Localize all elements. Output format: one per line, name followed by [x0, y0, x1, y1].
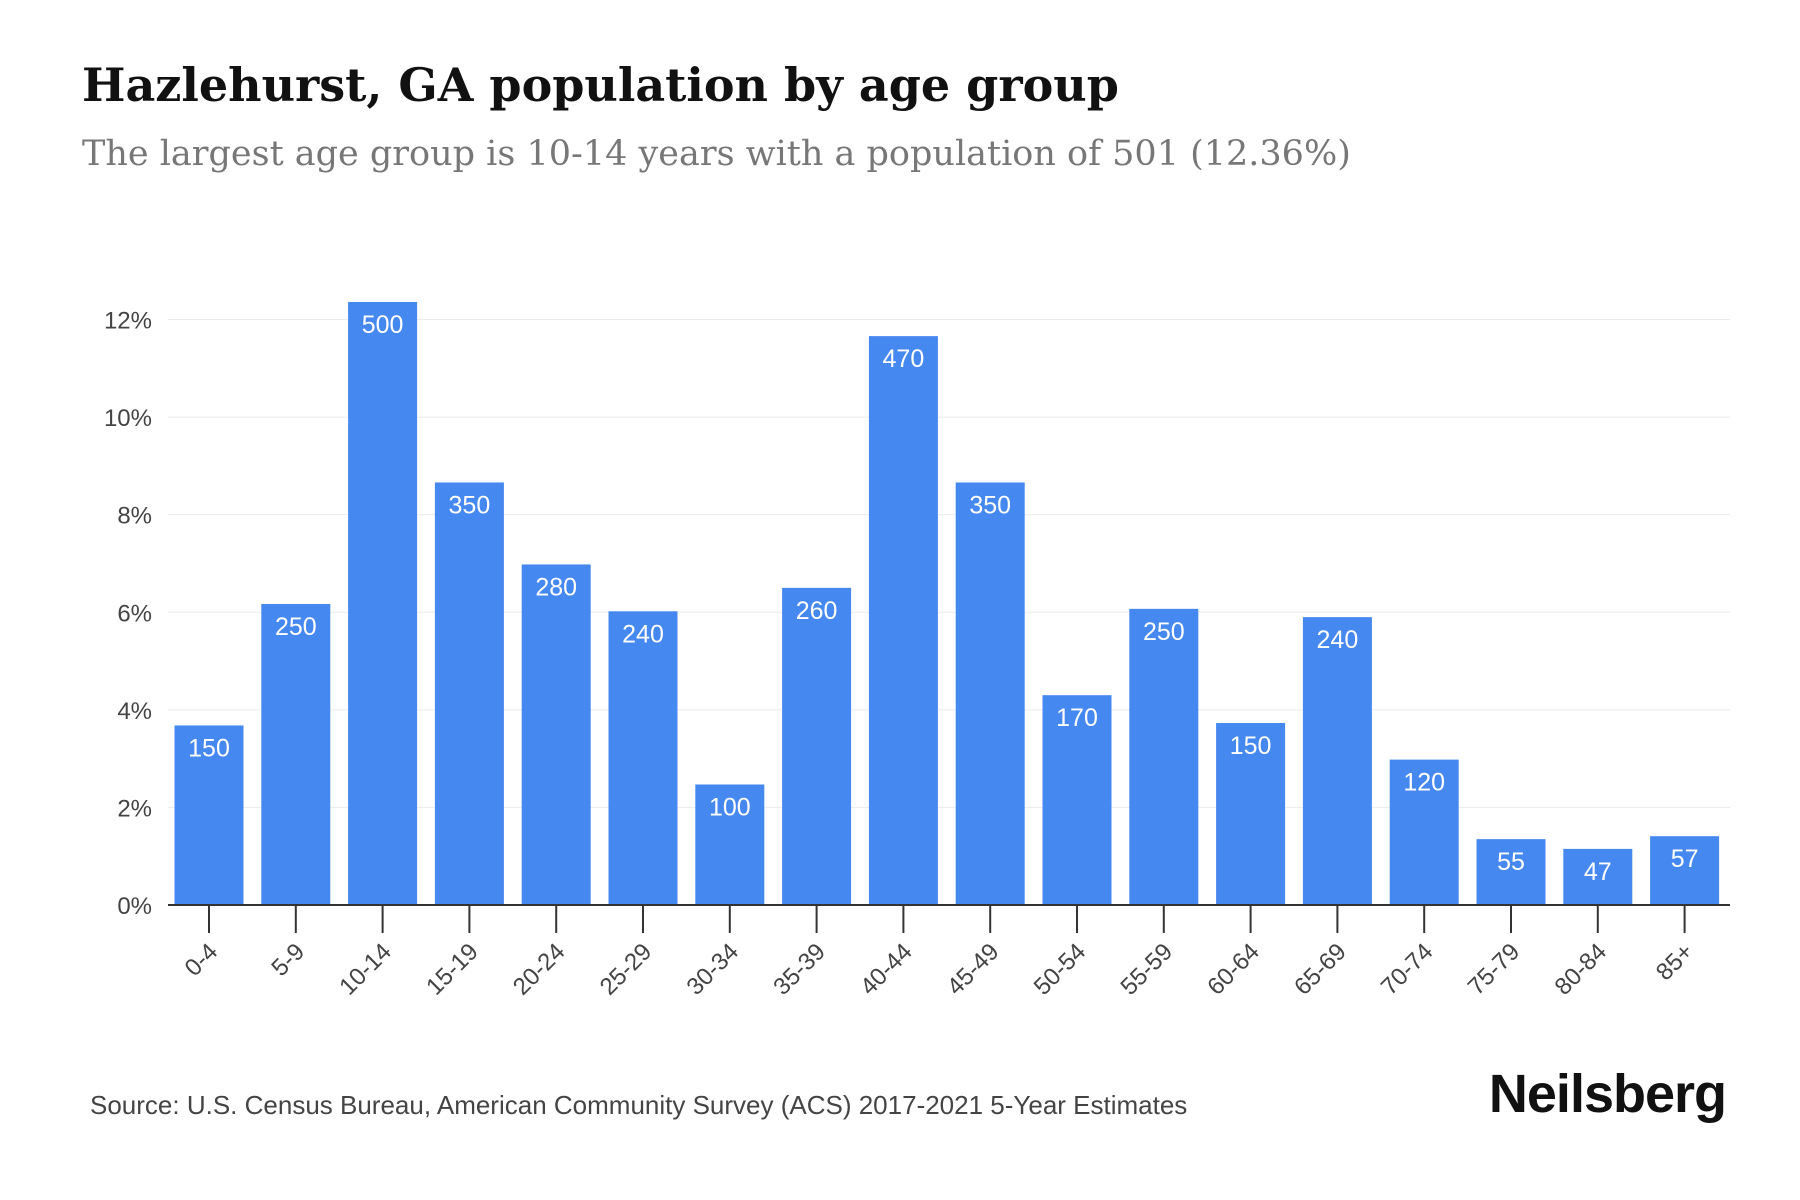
- chart-subtitle: The largest age group is 10-14 years wit…: [82, 134, 1351, 174]
- bar: [261, 603, 331, 905]
- x-tick-label: 20-24: [508, 938, 571, 1001]
- bar: [348, 301, 418, 905]
- bar-value-label: 150: [188, 734, 230, 762]
- x-tick-label: 55-59: [1116, 938, 1179, 1001]
- bar-value-label: 100: [709, 793, 751, 821]
- x-tick-label: 65-69: [1289, 938, 1352, 1001]
- x-tick-label: 45-49: [942, 938, 1005, 1001]
- bar-value-label: 350: [449, 491, 491, 519]
- bar: [695, 784, 765, 905]
- y-tick-label: 8%: [117, 503, 152, 530]
- bar: [1129, 608, 1199, 905]
- x-tick-label: 80-84: [1550, 938, 1613, 1001]
- y-tick-label: 2%: [117, 795, 152, 822]
- bar: [1476, 839, 1546, 905]
- y-tick-label: 10%: [104, 405, 152, 432]
- y-tick-label: 0%: [117, 893, 152, 920]
- bar-value-label: 240: [1317, 626, 1359, 654]
- bar-value-label: 120: [1403, 769, 1445, 797]
- bar-value-label: 250: [1143, 618, 1185, 646]
- bar: [1650, 836, 1720, 905]
- data-labels: 150 250 500 350 280 240 100 260 470 350 170 250 150 2…: [188, 311, 1698, 886]
- y-tick-label: 6%: [117, 600, 152, 627]
- bar: [1563, 848, 1633, 905]
- x-tick-label: 15-19: [421, 938, 484, 1001]
- bar-value-label: 350: [969, 491, 1011, 519]
- x-tick-label: 30-34: [682, 938, 745, 1001]
- bar-value-label: 47: [1584, 858, 1612, 886]
- bar: [1302, 617, 1372, 905]
- bar: [1216, 723, 1286, 905]
- gridlines: [168, 319, 1730, 808]
- brand-logo: Neilsberg: [1488, 1064, 1727, 1124]
- x-tick-label: 85+: [1651, 938, 1699, 986]
- bar: [434, 482, 504, 905]
- y-tick-label: 4%: [117, 698, 152, 725]
- bar-value-label: 240: [622, 620, 664, 648]
- bar-chart: 150 250 500 350 280 240 100 260 470 350 170 250 150 2…: [104, 301, 1730, 1001]
- bar-value-label: 250: [275, 613, 317, 641]
- x-tick-label: 40-44: [855, 938, 918, 1001]
- bar: [1389, 759, 1459, 905]
- bar-value-label: 470: [883, 345, 925, 373]
- y-tick-label: 12%: [104, 308, 152, 335]
- x-tick-label: 0-4: [180, 938, 224, 982]
- bar: [782, 587, 852, 905]
- bar: [868, 336, 938, 905]
- x-tick-label: 60-64: [1202, 938, 1265, 1001]
- bar-value-label: 280: [535, 573, 577, 601]
- bar: [1042, 695, 1112, 905]
- x-tick-label: 10-14: [334, 938, 397, 1001]
- x-tick-label: 5-9: [266, 938, 310, 982]
- bar: [174, 725, 244, 905]
- bar: [955, 482, 1025, 905]
- x-tick-label: 35-39: [768, 938, 831, 1001]
- bar: [521, 564, 591, 905]
- bar-value-label: 57: [1671, 845, 1699, 873]
- x-tick-label: 75-79: [1463, 938, 1526, 1001]
- x-tick-label: 50-54: [1029, 938, 1092, 1001]
- x-tick-label: 70-74: [1376, 938, 1439, 1001]
- bars: [174, 301, 1720, 905]
- bar-value-label: 260: [796, 597, 838, 625]
- bar-value-label: 150: [1230, 732, 1272, 760]
- bar-value-label: 500: [362, 311, 404, 339]
- bar-value-label: 55: [1497, 848, 1525, 876]
- x-tick-label: 25-29: [595, 938, 658, 1001]
- bar-value-label: 170: [1056, 704, 1098, 732]
- bar: [608, 611, 678, 905]
- source-note: Source: U.S. Census Bureau, American Com…: [90, 1090, 1188, 1120]
- chart-title: Hazlehurst, GA population by age group: [82, 58, 1119, 112]
